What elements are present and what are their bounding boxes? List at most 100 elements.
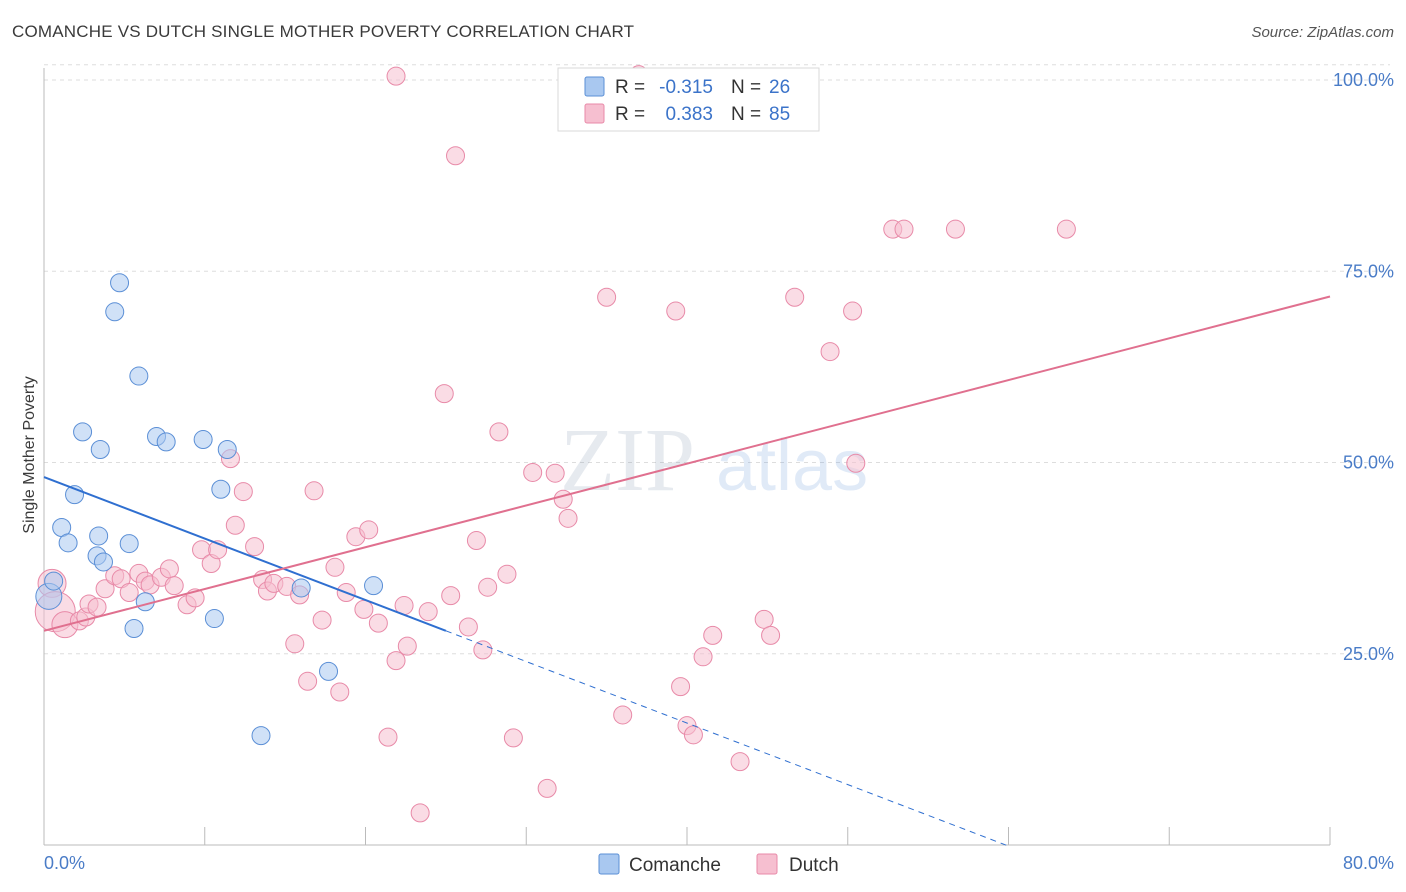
dutch-point (95, 579, 115, 599)
legend-n-value-dutch: 85 (769, 104, 790, 125)
dutch-point (693, 647, 713, 667)
dutch-point (298, 671, 318, 691)
dutch-point (285, 634, 305, 654)
dutch-point (730, 752, 750, 772)
dutch-point (553, 489, 573, 509)
dutch-point (666, 301, 686, 321)
dutch-point (1056, 219, 1076, 239)
dutch-point (386, 651, 406, 671)
correlation-legend: R = -0.315 N = 26 R = 0.383 N = 85 (557, 67, 820, 132)
chart-title: COMANCHE VS DUTCH SINGLE MOTHER POVERTY … (12, 22, 635, 41)
series-legend: Comanche Dutch (598, 853, 839, 876)
dutch-point (397, 636, 417, 656)
dutch-point (558, 508, 578, 528)
dutch-point (523, 462, 543, 482)
comanche-point (291, 578, 311, 598)
comanche-series (35, 273, 384, 746)
dutch-point (545, 463, 565, 483)
legend-r-value-dutch: 0.383 (665, 104, 713, 125)
dutch-point (378, 727, 398, 747)
legend-n-value-comanche: 26 (769, 77, 790, 98)
dutch-point (386, 66, 406, 86)
dutch-point (820, 342, 840, 362)
dutch-point (785, 287, 805, 307)
dutch-point (159, 559, 179, 579)
legend-swatch-dutch (584, 103, 605, 124)
dutch-point (843, 301, 863, 321)
comanche-point (364, 576, 384, 596)
dutch-point (458, 617, 478, 637)
y-axis-label: Single Mother Poverty (21, 376, 38, 533)
comanche-point (319, 661, 339, 681)
dutch-point (441, 586, 461, 606)
comanche-point (251, 726, 271, 746)
y-tick-label: 25.0% (1343, 644, 1394, 664)
comanche-point (93, 552, 113, 572)
comanche-point (156, 432, 176, 452)
dutch-point (164, 576, 184, 596)
dutch-point (325, 557, 345, 577)
comanche-point (211, 479, 231, 499)
dutch-point (597, 287, 617, 307)
comanche-trend-line (43, 476, 447, 632)
dutch-point (354, 599, 374, 619)
dutch-point (613, 705, 633, 725)
legend-n-label-comanche: N = (731, 77, 761, 98)
comanche-point (90, 439, 110, 459)
dutch-point (473, 640, 493, 660)
comanche-point (89, 526, 109, 546)
dutch-point (703, 625, 723, 645)
dutch-point (478, 577, 498, 597)
comanche-point (119, 534, 139, 554)
dutch-point (761, 625, 781, 645)
comanche-point (217, 439, 237, 459)
dutch-point (359, 520, 379, 540)
dutch-point (368, 613, 388, 633)
watermark-zip: ZIP (560, 411, 695, 510)
x-tick-label-min: 0.0% (44, 853, 85, 873)
dutch-point (846, 453, 866, 473)
y-tick-label: 100.0% (1333, 70, 1394, 90)
grid-lines (44, 64, 1390, 655)
legend-r-label-comanche: R = (615, 77, 645, 98)
dutch-point (497, 564, 517, 584)
watermark: ZIP atlas (560, 411, 868, 510)
dutch-point (304, 481, 324, 501)
dutch-point (434, 384, 454, 404)
dutch-point (503, 728, 523, 748)
source-label: Source: ZipAtlas.com (1251, 24, 1394, 41)
dutch-point (683, 725, 703, 745)
comanche-point (124, 619, 144, 639)
comanche-point (193, 430, 213, 450)
y-tick-label: 50.0% (1343, 453, 1394, 473)
x-axis-ticks (204, 827, 1331, 845)
comanche-point (129, 366, 149, 386)
dutch-point (225, 515, 245, 535)
comanche-trend-extension (445, 630, 1009, 847)
dutch-point (754, 609, 774, 629)
dutch-trend-line (43, 295, 1331, 632)
dutch-point (119, 583, 139, 603)
dutch-point (537, 778, 557, 798)
dutch-series (34, 65, 1076, 823)
bottom-legend-swatch-dutch (756, 853, 778, 875)
dutch-point (489, 422, 509, 442)
y-tick-label: 75.0% (1343, 261, 1394, 281)
dutch-point (945, 219, 965, 239)
dutch-point (330, 682, 350, 702)
dutch-point (466, 531, 486, 551)
bottom-legend-dutch: Dutch (789, 855, 839, 876)
watermark-atlas: atlas (716, 426, 868, 506)
legend-n-label-dutch: N = (731, 104, 761, 125)
comanche-point (44, 571, 64, 591)
comanche-point (110, 273, 130, 293)
dutch-point (312, 610, 332, 630)
y-tick-labels: 25.0% 50.0% 75.0% 100.0% (1333, 70, 1394, 664)
dutch-point (233, 482, 253, 502)
comanche-point (105, 302, 125, 322)
legend-r-value-comanche: -0.315 (659, 77, 713, 98)
comanche-point (58, 533, 78, 553)
dutch-point (410, 803, 430, 823)
comanche-point (73, 422, 93, 442)
dutch-point (87, 597, 107, 617)
